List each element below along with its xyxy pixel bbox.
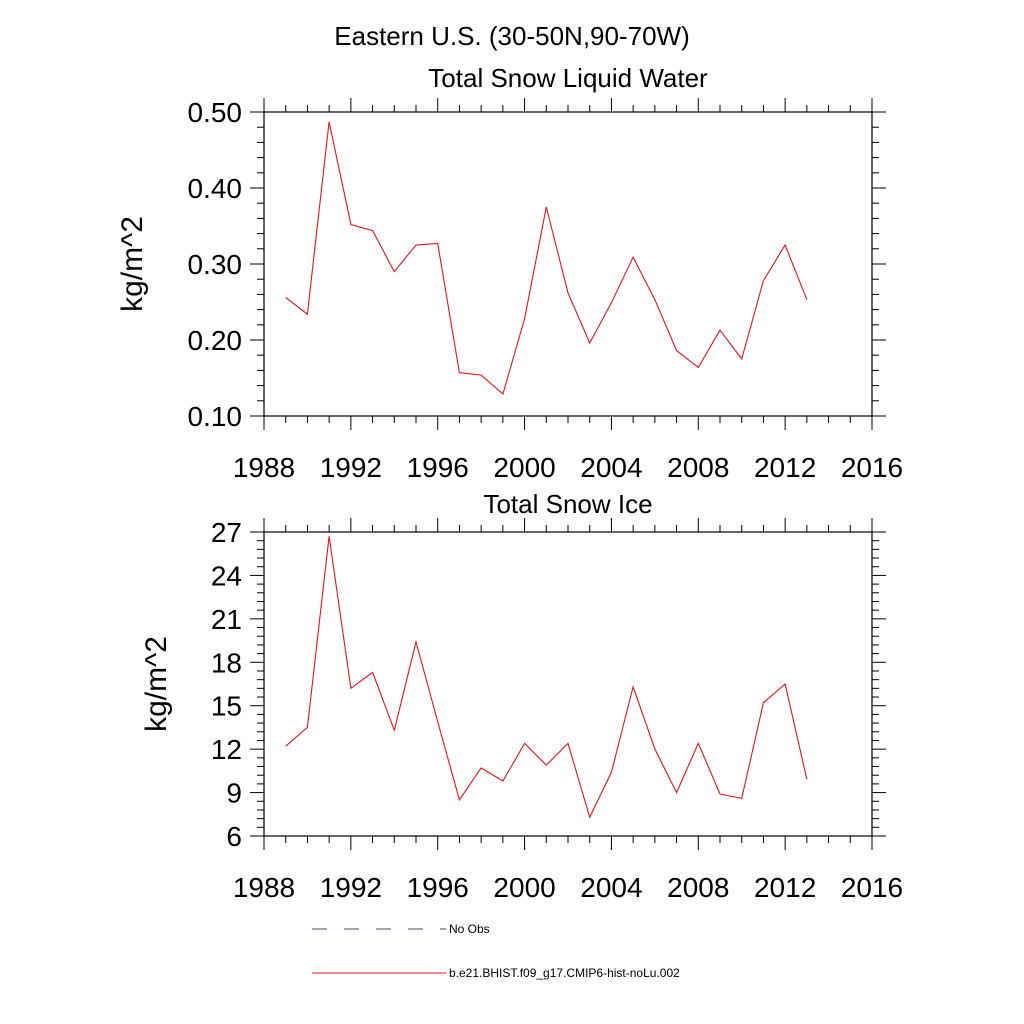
chart-panels: Total Snow Liquid Water 1988 1992 1996 2000 2… (116, 63, 903, 903)
legend: No Obs b.e21.BHIST.f09_g17.CMIP6-hist-noL… (312, 922, 680, 980)
y-tick-label: 0.40 (188, 173, 243, 204)
x-tick-label: 2004 (580, 452, 642, 483)
chart-panel-1: Total Snow Liquid Water 1988 1992 1996 2000 2… (116, 63, 903, 483)
x-tick-label: 2012 (754, 872, 816, 903)
y-tick-label: 18 (211, 647, 242, 678)
y-tick-label: 15 (211, 691, 242, 722)
x-tick-label: 1992 (320, 452, 382, 483)
x-tick-label: 2016 (841, 452, 903, 483)
y-tick-label: 27 (211, 517, 242, 548)
legend-label: No Obs (449, 922, 490, 936)
y-tick-label: 0.10 (188, 401, 243, 432)
chart-panel-2: Total Snow Ice 1988 1992 1996 2000 2004 2008 20… (140, 489, 903, 903)
x-tick-label: 1988 (233, 872, 295, 903)
x-tick-label: 2012 (754, 452, 816, 483)
x-tick-label: 2008 (667, 452, 729, 483)
x-tick-label: 2016 (841, 872, 903, 903)
y-tick-label: 0.30 (188, 249, 243, 280)
figure-suptitle: Eastern U.S. (30-50N,90-70W) (334, 21, 689, 51)
legend-item: No Obs (312, 922, 490, 936)
y-tick-label: 6 (226, 821, 242, 852)
x-tick-label: 1988 (233, 452, 295, 483)
y-tick-label: 9 (226, 778, 242, 809)
chart-title: Total Snow Ice (483, 489, 652, 519)
x-tick-label: 2000 (493, 872, 555, 903)
y-axis-label: kg/m^2 (116, 216, 149, 312)
x-tick-label: 1996 (407, 872, 469, 903)
series-line (285, 121, 808, 395)
legend-label: b.e21.BHIST.f09_g17.CMIP6-hist-noLu.002 (449, 966, 680, 980)
y-tick-label: 12 (211, 734, 242, 765)
y-tick-label: 0.50 (188, 97, 243, 128)
x-tick-label: 2004 (580, 872, 642, 903)
legend-item: b.e21.BHIST.f09_g17.CMIP6-hist-noLu.002 (312, 966, 680, 980)
y-axis-label: kg/m^2 (140, 636, 173, 732)
x-tick-label: 1992 (320, 872, 382, 903)
y-tick-label: 21 (211, 604, 242, 635)
series-line (285, 536, 808, 819)
x-tick-label: 2008 (667, 872, 729, 903)
chart-title: Total Snow Liquid Water (428, 63, 708, 93)
y-tick-label: 0.20 (188, 325, 243, 356)
y-tick-label: 24 (211, 560, 242, 591)
x-tick-label: 2000 (493, 452, 555, 483)
plot-frame (263, 531, 873, 837)
plot-frame (263, 111, 873, 417)
x-tick-label: 1996 (407, 452, 469, 483)
